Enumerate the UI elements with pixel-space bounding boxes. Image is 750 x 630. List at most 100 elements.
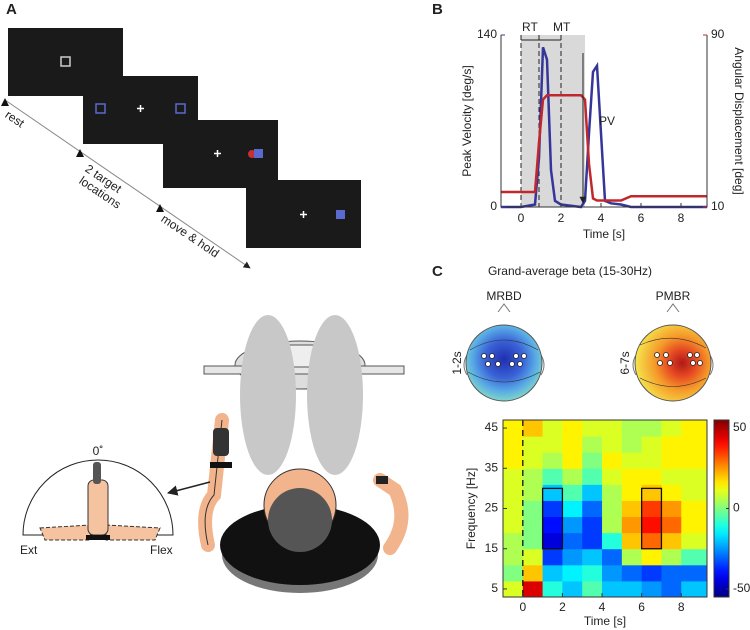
heatmap-cell [641,500,662,518]
heatmap-cell [503,452,524,469]
heatmap-cell [621,484,643,501]
colorbar-tick-label: 0 [733,501,740,515]
heatmap-cell [641,532,662,550]
heatmap-cell [582,564,603,582]
heatmap-cell [562,436,583,453]
topomap [463,303,545,402]
heatmap-cell [602,564,623,582]
heatmap-cell [641,580,662,598]
heatmap-cell [641,484,662,501]
x-tick-label: 2 [559,600,566,614]
heatmap-cell [582,532,603,550]
x-tick-label: 0 [518,211,525,225]
heatmap-cell [522,484,544,501]
y-axis-label: Frequency [Hz] [464,468,478,549]
heatmap-cell [542,548,563,566]
heatmap-cell [661,420,682,437]
heatmap-cell [641,436,662,453]
heatmap-cell [681,564,708,582]
heatmap-cell [661,452,682,469]
heatmap-cell [562,516,583,534]
heatmap-cell [522,580,544,598]
heatmap-cell [621,468,643,485]
x-axis-label: Time [s] [583,227,625,241]
panel-label: B [432,1,443,18]
heatmap-cell [542,468,563,485]
x-tick-label: 2 [558,211,565,225]
heatmap-cell [681,468,708,485]
heatmap-cell [522,532,544,550]
y2-tick-label: 10 [711,199,725,213]
heatmap-cell [681,500,708,518]
heatmap-cell [641,468,662,485]
heatmap-cell [562,452,583,469]
heatmap-cell [562,548,583,566]
heatmap-cell [582,452,603,469]
heatmap-cell [661,580,682,598]
heatmap-cell [562,484,583,501]
heatmap-cell [542,436,563,453]
heatmap-cell [503,468,524,485]
heatmap-cell [503,580,524,598]
y-axis-label: Peak Velocity [deg/s] [460,65,474,176]
heatmap-cell [562,580,583,598]
heatmap-cell [503,484,524,501]
heatmap-cell [582,420,603,437]
heatmap-cell [542,516,563,534]
heatmap-cell [681,548,708,566]
heatmap-cell [661,516,682,534]
y-tick-label: 45 [485,420,499,434]
heatmap-cell [621,564,643,582]
colorbar-tick-label: -50 [733,581,750,595]
heatmap-cell [542,420,563,437]
map-title: MRBD [486,289,522,303]
heatmap-cell [681,516,708,534]
heatmap-cell [641,516,662,534]
heatmap-cell [602,548,623,566]
heatmap-cell [681,420,708,437]
heatmap-cell [562,500,583,518]
heatmap-cell [661,484,682,501]
heatmap-cell [562,468,583,485]
heatmap-cell [522,500,544,518]
heatmap-cell [621,420,643,437]
annotation-arrows [521,39,583,203]
x-tick-label: 6 [638,600,645,614]
heatmap-cell [522,548,544,566]
heatmap-cell [503,436,524,453]
heatmap-cell [542,500,563,518]
x-tick-label: 8 [678,211,685,225]
heatmap-cell [503,516,524,534]
heatmap-cell [542,452,563,469]
heatmap-cell [681,580,708,598]
x-tick-label: 6 [638,211,645,225]
map-window: 1-2s [450,351,464,374]
y-tick-label: 15 [485,541,499,555]
heatmap-cell [542,580,563,598]
angle-label: Flex [150,543,173,557]
heatmap-cell [661,500,682,518]
heatmap-cell [602,436,623,453]
heatmap-cell [621,580,643,598]
heatmap-cell [582,500,603,518]
map-title: PMBR [656,289,691,303]
axes [500,35,708,208]
heatmap-cell [542,484,563,501]
heatmap-cell [621,500,643,518]
heatmap-cell [542,564,563,582]
heatmap-cell [641,564,662,582]
heatmap-cell [503,548,524,566]
heatmap-cell [602,516,623,534]
y-tick-label: 140 [477,27,497,41]
heatmap-cell [582,548,603,566]
heatmap-cell [602,452,623,469]
heatmap-cell [602,420,623,437]
window-box [541,487,564,550]
heatmap-cell [582,484,603,501]
heatmap-cell [681,452,708,469]
colorbar-tick-label: 50 [733,420,747,434]
heatmap-cell [661,436,682,453]
panel-label: C [432,263,443,280]
task-screens [8,28,361,248]
